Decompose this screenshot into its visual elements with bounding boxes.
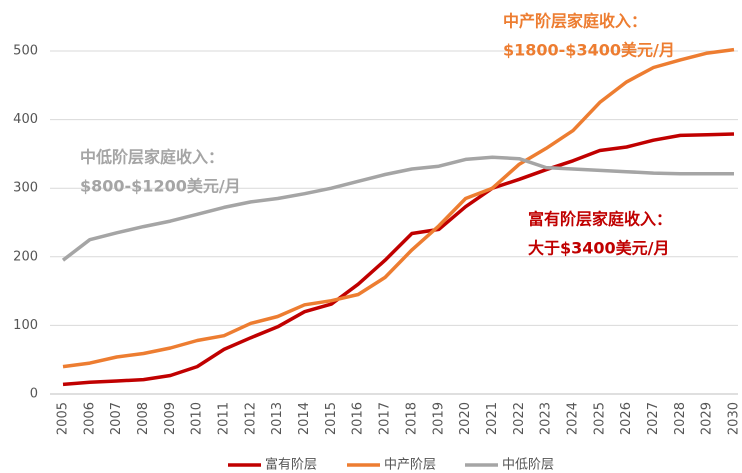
annotation: 大于$3400美元/月 (528, 239, 670, 258)
annotation: $1800-$3400美元/月 (503, 41, 675, 60)
x-tick-label: 2013 (270, 402, 285, 435)
legend-label: 富有阶层 (265, 457, 317, 473)
x-tick-label: 2025 (592, 402, 607, 435)
x-tick-label: 2024 (565, 402, 580, 435)
series-line (62, 132, 735, 387)
annotation: 富有阶层家庭收入： (528, 210, 672, 229)
x-tick-label: 2009 (163, 402, 178, 435)
y-tick-label: 500 (13, 44, 38, 59)
x-tick-label: 2020 (458, 402, 473, 435)
y-tick-label: 100 (13, 318, 38, 333)
y-tick-label: 400 (13, 112, 38, 127)
x-tick-label: 2006 (82, 402, 97, 435)
x-tick-label: 2014 (297, 402, 312, 435)
y-tick-label: 300 (13, 181, 38, 196)
x-tick-label: 2030 (727, 402, 742, 435)
annotation: 中低阶层家庭收入： (80, 148, 224, 167)
x-tick-label: 2026 (619, 402, 634, 435)
annotation: 中产阶层家庭收入： (503, 12, 647, 31)
series-line (61, 155, 734, 262)
x-tick-label: 2007 (109, 402, 124, 435)
x-tick-label: 2012 (243, 402, 258, 435)
y-tick-label: 200 (13, 249, 38, 264)
x-tick-label: 2015 (324, 402, 339, 435)
x-tick-label: 2021 (485, 402, 500, 435)
legend-label: 中低阶层 (502, 458, 554, 473)
x-tick-label: 2028 (673, 402, 688, 435)
x-tick-label: 2027 (646, 402, 661, 435)
x-tick-label: 2018 (404, 402, 419, 435)
x-tick-label: 2008 (136, 402, 151, 435)
x-tick-label: 2016 (351, 402, 366, 435)
series-line (62, 47, 735, 369)
x-tick-label: 2029 (700, 402, 715, 435)
x-tick-label: 2019 (431, 402, 446, 435)
legend-label: 中产阶层 (384, 458, 436, 473)
x-tick-label: 2010 (190, 402, 205, 435)
x-tick-label: 2005 (56, 402, 71, 435)
x-tick-label: 2023 (539, 402, 554, 435)
annotation: $800-$1200美元/月 (80, 177, 241, 196)
x-tick-label: 2022 (512, 402, 527, 435)
x-tick-label: 2017 (378, 402, 393, 435)
y-tick-label: 0 (30, 387, 38, 402)
x-tick-label: 2011 (217, 402, 232, 435)
